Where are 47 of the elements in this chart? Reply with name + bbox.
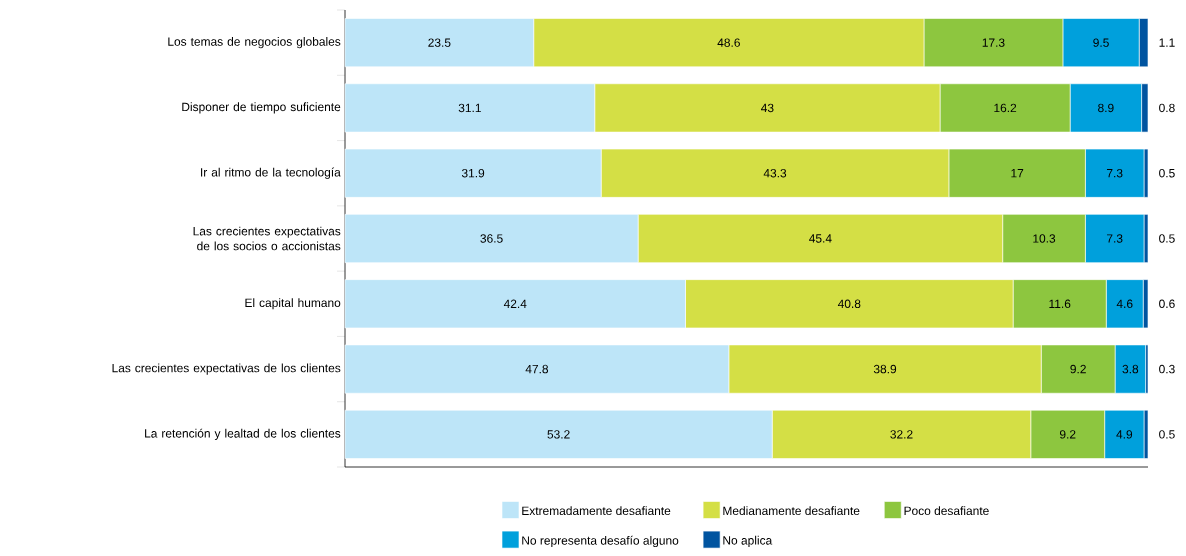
data-label: 40.8: [837, 299, 861, 309]
data-label: 0.8: [1159, 103, 1175, 113]
data-label: 4.9: [1116, 430, 1133, 439]
data-label: 11.6: [1049, 299, 1071, 309]
data-label: 43: [761, 103, 774, 113]
data-label: 31.9: [461, 168, 485, 178]
data-label: 1.1: [1159, 38, 1175, 47]
data-label: 9.5: [1093, 38, 1109, 47]
data-label: 17: [1011, 169, 1024, 178]
y-tick-label: Las crecientes expectativas de los clientes: [112, 363, 341, 375]
data-label: 23.5: [428, 38, 451, 47]
data-label: 8.9: [1098, 103, 1114, 113]
y-tick-label: Las crecientes expectativas de los socios o accionistas: [193, 226, 341, 251]
y-tick-label: Ir al ritmo de la tecnología: [201, 167, 341, 179]
y-tick-label: Disponer de tiempo suficiente: [182, 102, 341, 114]
data-label: 10.3: [1033, 234, 1056, 243]
data-label: 32.2: [890, 430, 913, 439]
data-label: 0.5: [1159, 234, 1175, 243]
data-label: 4.6: [1116, 299, 1133, 309]
data-label: 7.3: [1106, 168, 1123, 178]
data-label: 53.2: [547, 430, 570, 439]
data-label: 3.8: [1122, 364, 1139, 374]
legend-label: No aplica: [723, 535, 773, 548]
data-label: 17.3: [982, 38, 1005, 47]
data-label: 45.4: [809, 234, 832, 243]
data-label: 42.4: [503, 299, 527, 308]
data-label: 48.6: [717, 38, 740, 47]
data-label: 0.6: [1159, 299, 1175, 309]
data-label: 47.8: [525, 364, 549, 374]
data-label: 38.9: [873, 364, 897, 374]
data-label: 9.2: [1059, 430, 1076, 439]
legend-label: Extremadamente desafiante: [522, 506, 671, 516]
data-label: 9.2: [1070, 364, 1086, 374]
y-tick-label: La retención y lealtad de los clientes: [145, 428, 341, 441]
y-tick-label: Los temas de negocios globales: [168, 37, 341, 49]
data-label: 0.5: [1159, 168, 1175, 178]
data-label: 31.1: [458, 103, 481, 113]
data-label: 43.3: [763, 168, 787, 178]
legend-label: Poco desafiante: [904, 506, 989, 516]
data-label: 7.3: [1106, 234, 1123, 243]
y-tick-label: El capital humano: [245, 298, 341, 310]
legend-label: No representa desafío alguno: [522, 535, 679, 548]
data-label: 0.3: [1159, 364, 1175, 374]
legend-label: Medianamente desafiante: [723, 506, 860, 516]
data-label: 0.5: [1159, 430, 1175, 439]
data-label: 16.2: [994, 103, 1017, 113]
data-label: 36.5: [480, 234, 503, 243]
